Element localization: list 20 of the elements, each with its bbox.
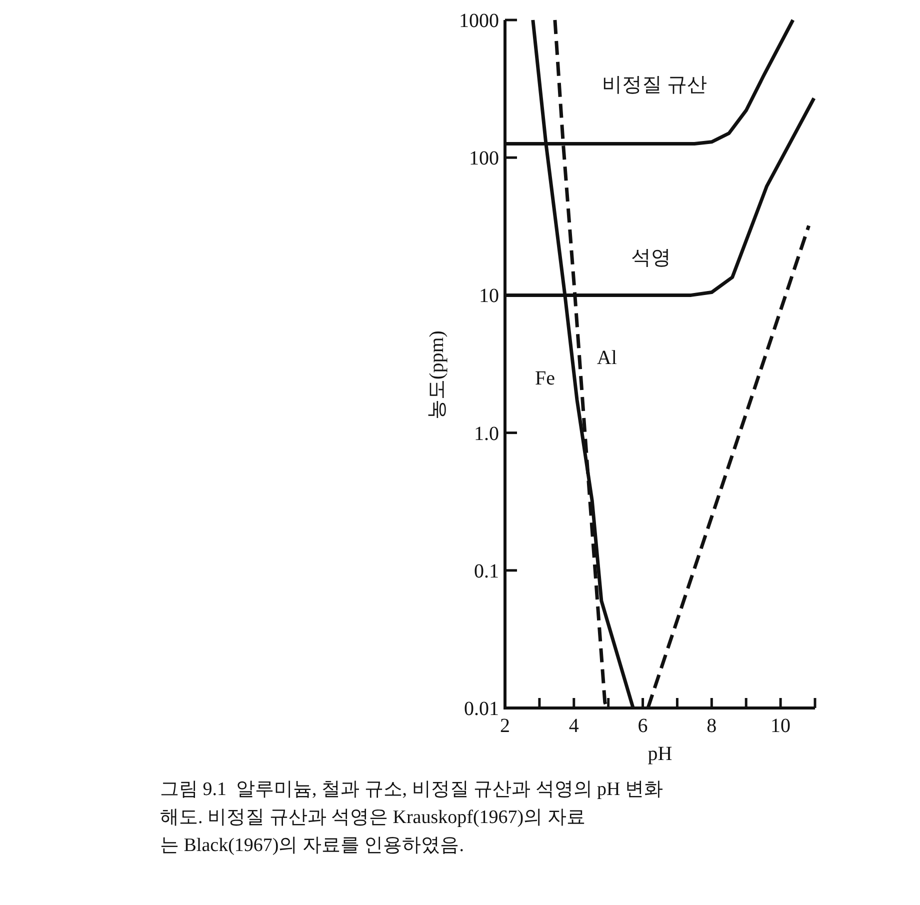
text: 비정질 규산: [602, 74, 707, 96]
caption: 그림 9.1 알루미늄, 철과 규소, 비정질 규산과 석영의 pH 변화: [160, 779, 663, 800]
y-tick-label: 10: [479, 285, 499, 308]
series-label: 석영: [631, 247, 671, 270]
x-tick-label: 10: [770, 715, 791, 737]
text: 해도. 비정질 규산과 석영은 Krauskopf(1967)의 자료: [160, 807, 586, 828]
y-axis-title: 농도(ppm): [426, 330, 448, 420]
y-tick-label: 1000: [459, 10, 499, 32]
x-tick-label: 4: [568, 715, 579, 737]
y-tick-label: 0.1: [474, 560, 499, 582]
series-label: Al: [596, 346, 618, 369]
y-tick-label: 1.0: [474, 422, 499, 445]
y-tick-label: 100: [469, 148, 499, 170]
text: 는 Black(1967)의 자료를 인용하였음.: [160, 835, 464, 856]
x-axis-title: pH: [648, 743, 672, 765]
x-tick-label: 8: [706, 715, 717, 737]
series-label: Fe: [534, 368, 556, 390]
y-tick-label: 0.01: [464, 698, 499, 720]
x-tick-label: 6: [638, 715, 648, 737]
x-tick-label: 2: [500, 715, 510, 737]
